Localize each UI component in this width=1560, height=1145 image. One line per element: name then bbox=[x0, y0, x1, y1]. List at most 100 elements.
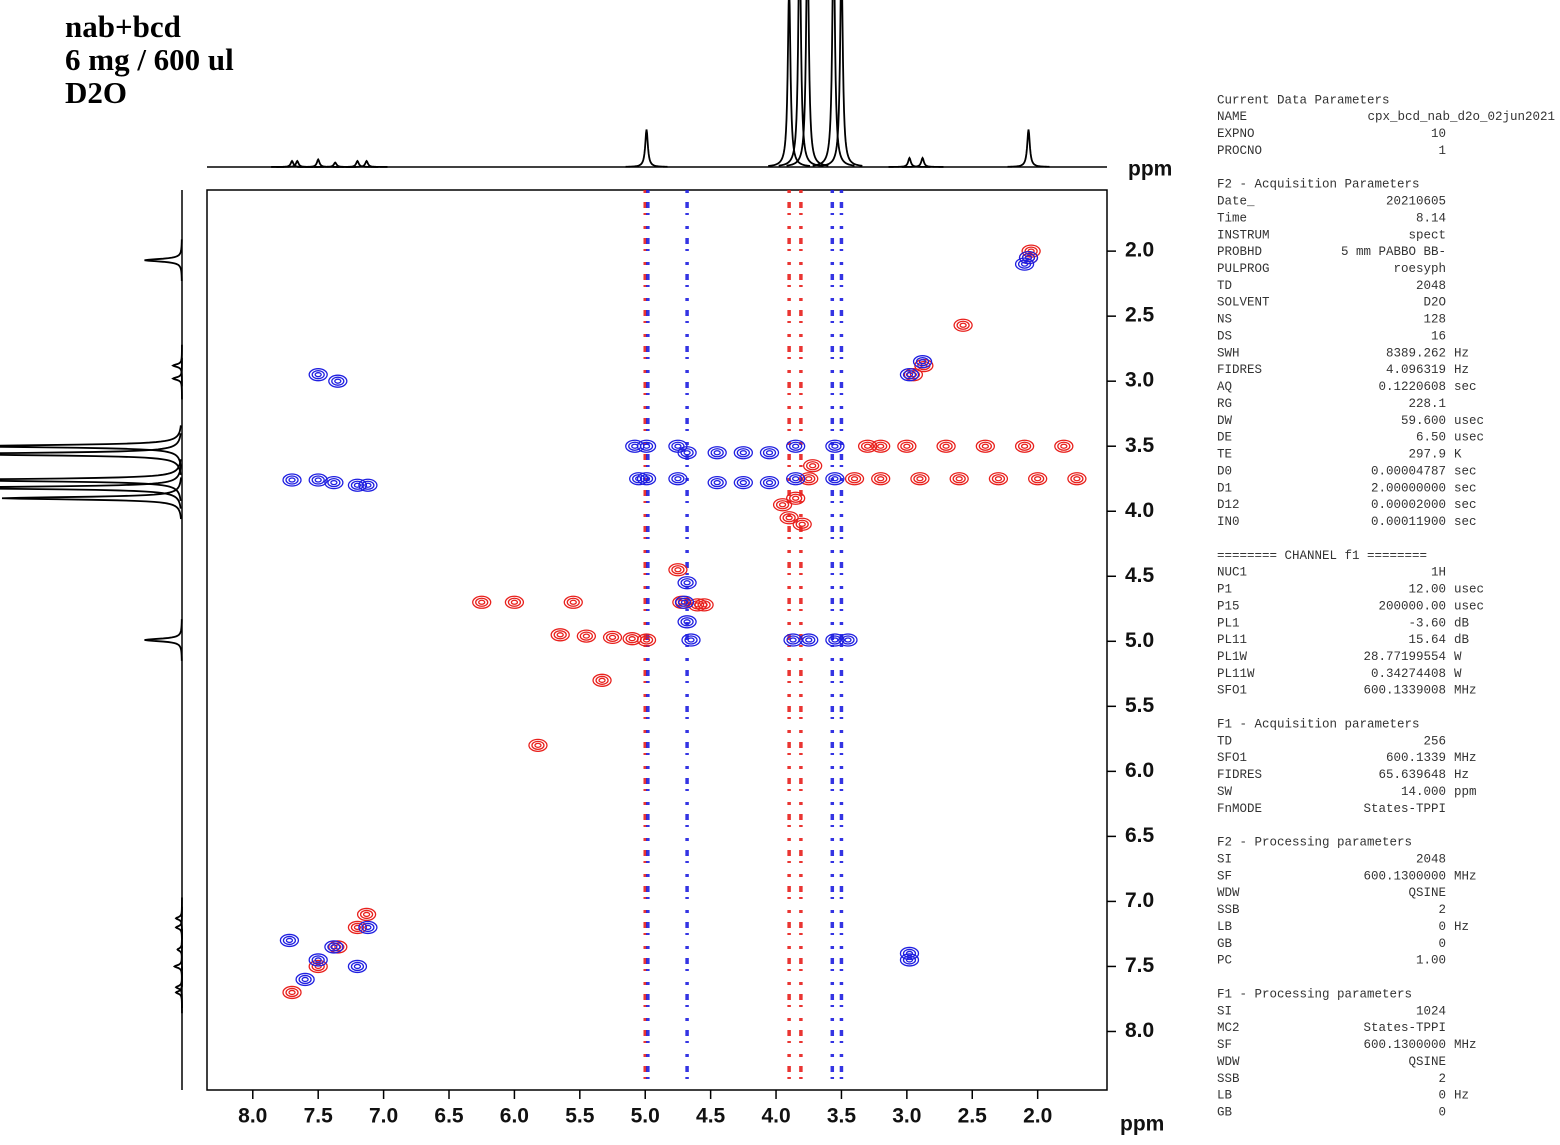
contour bbox=[298, 974, 312, 985]
x-tick-label: 7.0 bbox=[369, 1105, 398, 1128]
y-tick-label: 2.0 bbox=[1125, 239, 1154, 262]
param-value: 297.9 bbox=[1408, 448, 1446, 462]
contour bbox=[327, 942, 341, 952]
param-unit: MHz bbox=[1454, 684, 1477, 698]
cross-peak bbox=[504, 595, 525, 609]
contour bbox=[789, 441, 803, 451]
cross-peak bbox=[328, 374, 348, 388]
projection-peak bbox=[1, 477, 182, 520]
param-section-title: Current Data Parameters bbox=[1217, 93, 1390, 107]
contour bbox=[1014, 257, 1035, 271]
cross-peak bbox=[602, 630, 623, 645]
y-tick-label: 4.0 bbox=[1125, 499, 1154, 522]
param-value: 8389.262 bbox=[1386, 346, 1446, 360]
param-unit: Hz bbox=[1454, 920, 1469, 934]
contour bbox=[786, 491, 806, 505]
cross-peak bbox=[844, 472, 865, 486]
contour bbox=[952, 474, 966, 484]
param-unit: Hz bbox=[1454, 363, 1469, 377]
param-value: 128 bbox=[1423, 313, 1446, 327]
contour bbox=[636, 472, 657, 486]
contour bbox=[792, 476, 800, 482]
param-name: SW bbox=[1217, 785, 1233, 799]
cross-peak bbox=[356, 907, 377, 922]
param-name: LB bbox=[1217, 920, 1233, 934]
projection-peak bbox=[901, 156, 944, 168]
x-tick-label: 5.5 bbox=[565, 1105, 595, 1128]
cross-peak bbox=[786, 472, 806, 486]
contour bbox=[782, 513, 796, 523]
contour bbox=[798, 521, 806, 527]
contour bbox=[1018, 250, 1039, 265]
contour bbox=[863, 443, 872, 449]
contour bbox=[939, 441, 953, 451]
cross-peak bbox=[707, 475, 727, 490]
cross-peak bbox=[936, 439, 956, 453]
contour bbox=[765, 450, 774, 456]
projection-peak bbox=[1007, 129, 1050, 168]
param-name: D1 bbox=[1217, 481, 1232, 495]
contour bbox=[802, 474, 816, 484]
contour bbox=[680, 599, 689, 605]
contour bbox=[789, 474, 803, 484]
param-value: -3.60 bbox=[1408, 616, 1446, 630]
cross-peak bbox=[308, 368, 328, 382]
projection-peak bbox=[888, 156, 931, 168]
contour bbox=[528, 738, 548, 752]
x-tick-label: 6.0 bbox=[500, 1105, 529, 1128]
contour bbox=[828, 474, 842, 484]
projection-peak bbox=[144, 619, 183, 661]
cross-peak bbox=[772, 498, 793, 512]
contour bbox=[785, 515, 793, 521]
x-tick-label: 6.5 bbox=[434, 1105, 464, 1128]
cross-peak bbox=[668, 439, 688, 453]
contour bbox=[324, 940, 344, 954]
contour bbox=[478, 599, 486, 605]
contour bbox=[786, 635, 800, 645]
projection-peak bbox=[768, 0, 811, 167]
contour bbox=[694, 598, 714, 612]
contour bbox=[1031, 474, 1045, 484]
contour bbox=[353, 482, 362, 488]
contour bbox=[918, 359, 927, 365]
contour bbox=[608, 634, 617, 641]
contour bbox=[877, 476, 885, 482]
contour bbox=[831, 637, 839, 643]
contour bbox=[825, 633, 845, 647]
contour bbox=[899, 946, 920, 961]
param-name: P1 bbox=[1217, 583, 1232, 597]
contour bbox=[576, 629, 597, 643]
param-value: 2048 bbox=[1416, 279, 1446, 293]
param-value: 0 bbox=[1438, 1089, 1446, 1103]
contour bbox=[592, 673, 612, 687]
contour bbox=[563, 595, 583, 609]
contour bbox=[713, 479, 721, 486]
param-name: SWH bbox=[1217, 346, 1240, 360]
cross-peak bbox=[759, 446, 780, 460]
contour bbox=[765, 479, 774, 486]
contour bbox=[639, 441, 654, 451]
contour bbox=[739, 479, 747, 486]
contour bbox=[850, 476, 859, 482]
contour bbox=[331, 942, 345, 952]
param-value: 0.00002000 bbox=[1371, 498, 1446, 512]
cross-peak bbox=[347, 920, 368, 935]
contour bbox=[625, 634, 639, 644]
param-name: MC2 bbox=[1217, 1021, 1240, 1035]
param-section-title: F2 - Acquisition Parameters bbox=[1217, 178, 1420, 192]
param-name: FnMODE bbox=[1217, 802, 1262, 816]
param-unit: W bbox=[1454, 650, 1462, 664]
cross-peak bbox=[677, 446, 697, 460]
cross-peak bbox=[803, 459, 823, 473]
cross-peak bbox=[949, 472, 969, 486]
cross-peak bbox=[733, 475, 753, 490]
contour bbox=[909, 372, 918, 378]
param-unit: usec bbox=[1454, 431, 1484, 445]
cross-peak bbox=[674, 595, 695, 609]
contour bbox=[510, 599, 519, 605]
contour bbox=[913, 474, 927, 484]
param-name: SFO1 bbox=[1217, 751, 1247, 765]
contour bbox=[779, 511, 799, 525]
contour bbox=[364, 482, 372, 488]
contour bbox=[792, 443, 800, 449]
